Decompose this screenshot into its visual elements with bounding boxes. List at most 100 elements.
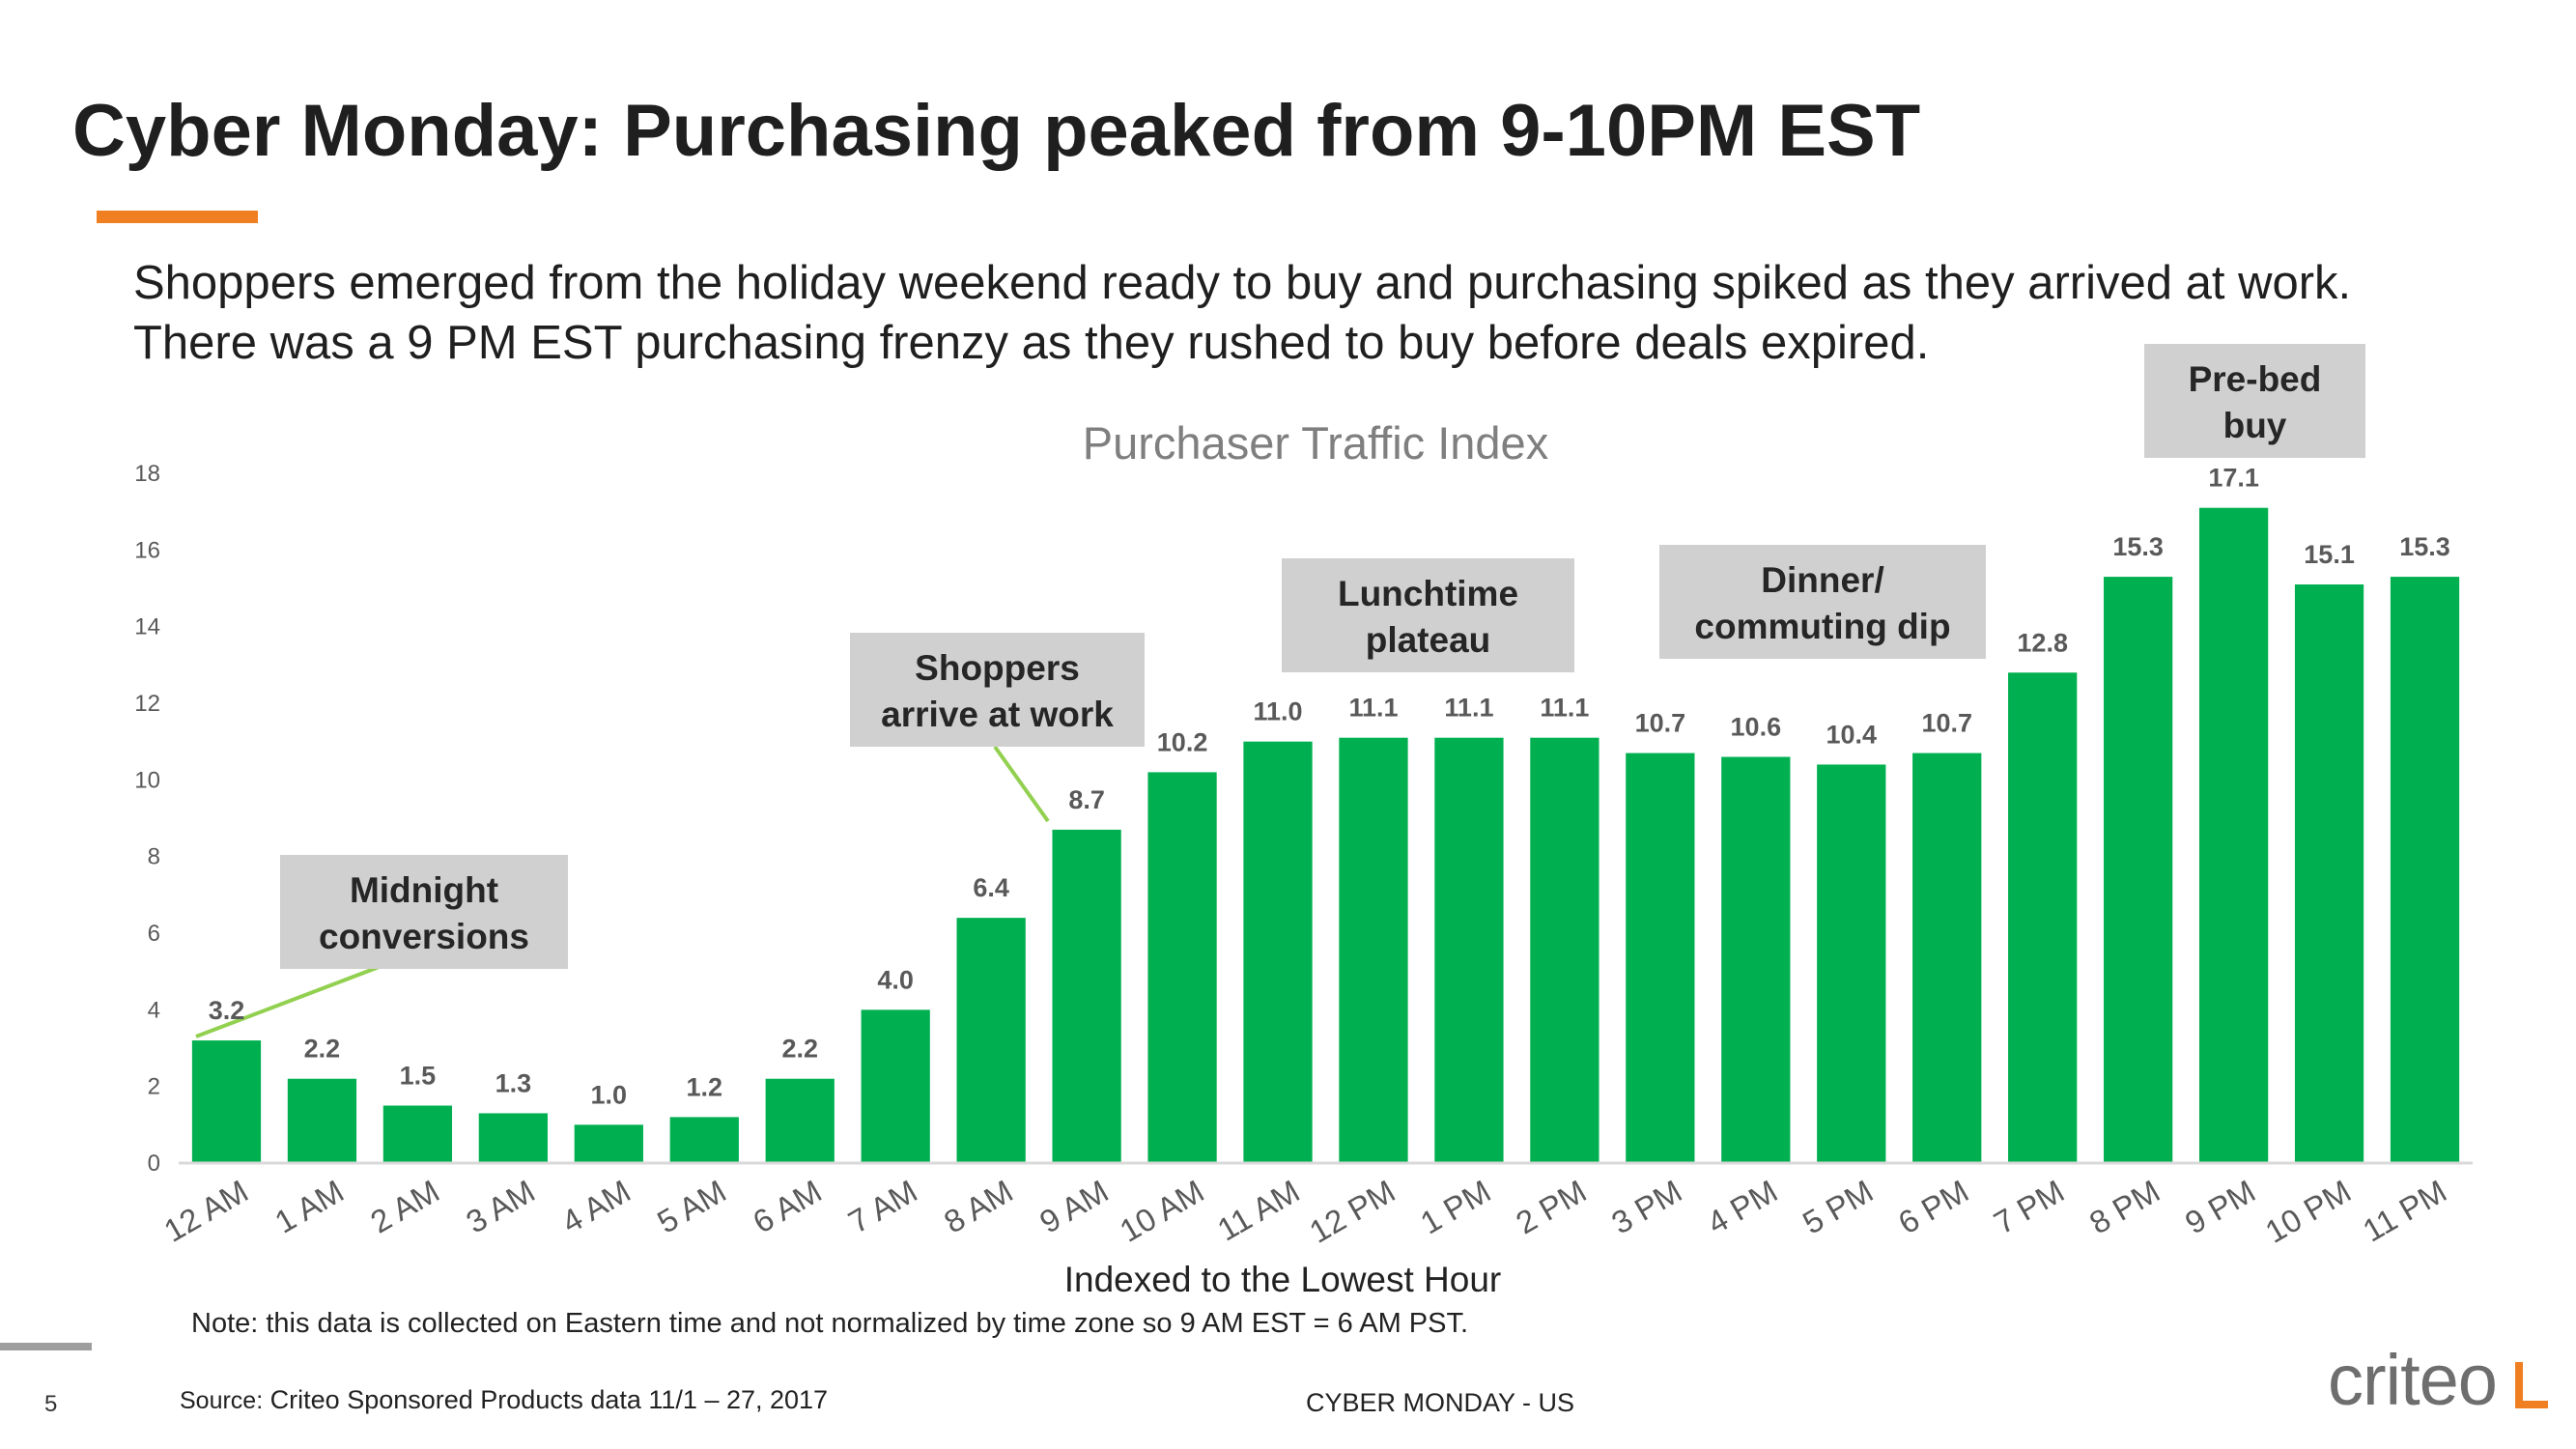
y-tick-label: 6 xyxy=(148,921,160,947)
criteo-logo: criteo xyxy=(2328,1340,2498,1420)
bar-value-label: 6.4 xyxy=(973,873,1009,902)
x-tick-label: 12 AM xyxy=(157,1173,254,1249)
bar xyxy=(1626,753,1695,1163)
annotation-box xyxy=(1659,545,1986,659)
y-tick-label: 4 xyxy=(148,997,160,1023)
x-tick-label: 4 AM xyxy=(555,1173,637,1240)
y-tick-label: 18 xyxy=(134,461,160,487)
x-tick-label: 10 AM xyxy=(1114,1173,1210,1249)
annotation-text: Pre-bed xyxy=(2189,359,2322,399)
bar xyxy=(1530,737,1599,1163)
bar-value-label: 15.3 xyxy=(2112,532,2164,561)
bar xyxy=(382,1105,453,1163)
x-tick-label: 3 PM xyxy=(1605,1173,1687,1241)
x-tick-label: 11 PM xyxy=(2357,1173,2452,1249)
annotation-box xyxy=(2144,344,2365,458)
bar xyxy=(1052,829,1121,1163)
bar xyxy=(287,1078,357,1163)
bar-value-label: 17.1 xyxy=(2208,464,2259,493)
annotation-text: conversions xyxy=(319,917,529,956)
annotation-box xyxy=(280,855,568,969)
x-axis-label: Indexed to the Lowest Hour xyxy=(1064,1260,1502,1294)
x-tick-label: 3 AM xyxy=(460,1173,541,1240)
x-tick-label: 8 PM xyxy=(2083,1173,2166,1241)
bar-value-label: 11.0 xyxy=(1253,697,1302,726)
annotation-text: arrive at work xyxy=(881,695,1114,734)
annotation-text: commuting dip xyxy=(1694,607,1950,646)
footer-rule xyxy=(0,1343,92,1350)
x-tick-label: 10 PM xyxy=(2259,1173,2357,1250)
bar xyxy=(1912,753,1982,1163)
x-tick-label: 7 PM xyxy=(1988,1173,2070,1241)
callout-line xyxy=(993,745,1050,823)
bar xyxy=(2390,577,2460,1163)
x-tick-label: 8 AM xyxy=(938,1173,1019,1240)
bar-value-label: 4.0 xyxy=(877,965,914,994)
bar-value-label: 10.7 xyxy=(1635,709,1686,738)
bar-value-label: 15.1 xyxy=(2304,540,2355,569)
y-tick-label: 16 xyxy=(134,537,160,563)
bar xyxy=(1339,737,1408,1163)
bar xyxy=(191,1040,262,1163)
bar-value-label: 10.7 xyxy=(1921,709,1972,738)
bar xyxy=(478,1113,548,1163)
y-tick-label: 2 xyxy=(148,1074,160,1100)
bar xyxy=(2294,584,2364,1163)
bar-value-label: 10.6 xyxy=(1731,713,1782,742)
footnote: Note: this data is collected on Eastern … xyxy=(191,1308,1469,1339)
x-tick-label: 6 PM xyxy=(1892,1173,1974,1241)
bar xyxy=(2104,577,2173,1163)
annotation-layer: Midnight conversions Shoppers arrive at wor… xyxy=(195,344,2365,1038)
annotation-text: plateau xyxy=(1366,620,1491,660)
bar xyxy=(669,1117,739,1163)
x-tick-label: 7 AM xyxy=(842,1173,923,1240)
y-tick-label: 12 xyxy=(134,691,160,717)
purchaser-traffic-chart: Purchaser Traffic Index Indexed to the L… xyxy=(134,344,2473,1294)
bar-value-label: 1.5 xyxy=(400,1062,437,1091)
bar xyxy=(1147,772,1217,1163)
bar-value-label: 8.7 xyxy=(1068,785,1105,814)
y-tick-label: 10 xyxy=(134,767,160,793)
x-tick-label: 4 PM xyxy=(1701,1173,1783,1241)
source-text: Criteo Sponsored Products data 11/1 – 27… xyxy=(263,1385,829,1414)
y-tick-label: 14 xyxy=(134,614,160,640)
page-number: 5 xyxy=(44,1391,58,1417)
chart-title: Purchaser Traffic Index xyxy=(1083,417,1548,469)
source-label: Source: xyxy=(180,1387,264,1414)
bar-value-label: 1.0 xyxy=(591,1080,628,1109)
bar xyxy=(1243,741,1313,1163)
bar xyxy=(2198,507,2269,1163)
bar xyxy=(956,918,1026,1163)
bar xyxy=(861,1009,930,1163)
bar-value-label: 3.2 xyxy=(209,996,245,1025)
annotation-text: buy xyxy=(2223,406,2287,445)
bar-value-label: 11.1 xyxy=(1540,694,1589,723)
x-tick-label: 1 PM xyxy=(1414,1173,1496,1241)
x-tick-label: 5 PM xyxy=(1797,1173,1879,1241)
slide-subtitle: Shoppers emerged from the holiday weeken… xyxy=(133,257,2352,369)
slide-title: Cyber Monday: Purchasing peaked from 9-1… xyxy=(72,90,1921,172)
callout-line xyxy=(195,964,382,1038)
bar-value-label: 11.1 xyxy=(1348,694,1398,723)
bar-value-label: 10.2 xyxy=(1157,727,1208,756)
annotation-text: Midnight xyxy=(350,870,498,910)
bar-value-label: 15.3 xyxy=(2399,532,2450,561)
annotation-text: Shoppers xyxy=(915,648,1080,688)
bar xyxy=(1434,737,1504,1163)
bar-value-label: 1.3 xyxy=(495,1068,532,1097)
bar xyxy=(574,1124,643,1163)
annotation-box xyxy=(1282,558,1574,672)
y-tick-label: 0 xyxy=(148,1151,160,1177)
x-tick-label: 5 AM xyxy=(651,1173,732,1240)
annotation-box xyxy=(850,633,1145,747)
bar xyxy=(1817,764,1886,1163)
y-tick-label: 8 xyxy=(148,844,160,870)
x-tick-label: 1 AM xyxy=(269,1173,350,1240)
x-tick-label: 9 AM xyxy=(1033,1173,1115,1240)
annotation-text: Dinner/ xyxy=(1761,560,1883,600)
bar-value-label: 12.8 xyxy=(2017,628,2068,657)
bar-value-label: 11.1 xyxy=(1444,694,1493,723)
bar-value-label: 1.2 xyxy=(686,1072,722,1101)
x-tick-label: 2 AM xyxy=(364,1173,445,1240)
title-accent-bar xyxy=(97,211,258,223)
